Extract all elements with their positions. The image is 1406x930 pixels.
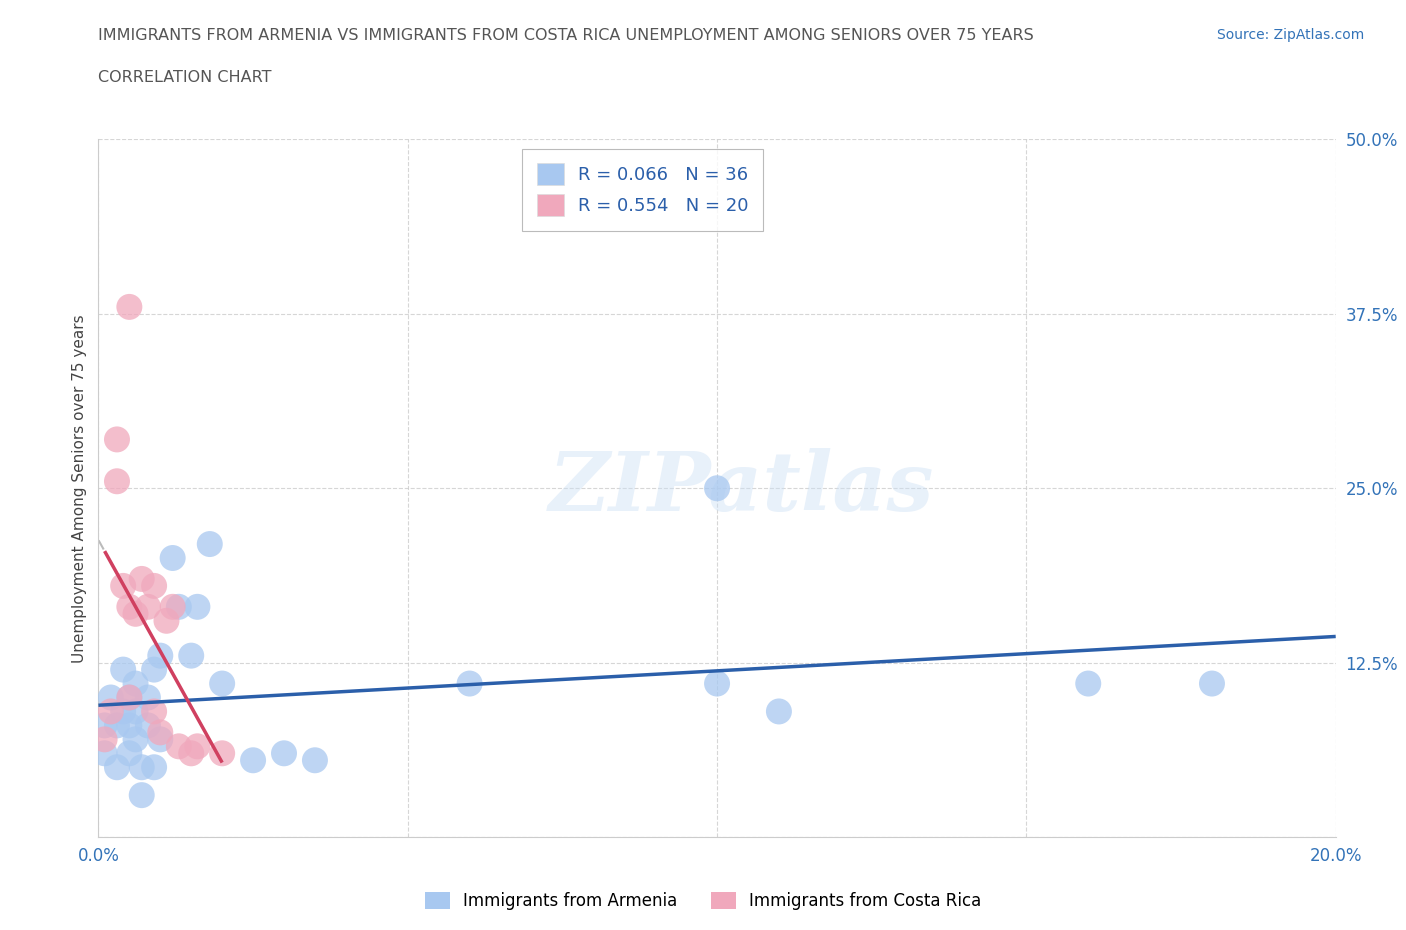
Point [131, 760, 153, 775]
Point [112, 662, 135, 677]
Point [105, 474, 128, 489]
Point [100, 704, 122, 719]
Point [180, 746, 202, 761]
Y-axis label: Unemployment Among Seniors over 75 years: Unemployment Among Seniors over 75 years [72, 314, 87, 662]
Point [458, 676, 481, 691]
Point [186, 738, 208, 753]
Point [706, 481, 728, 496]
Point [93, 732, 115, 747]
Point [105, 718, 128, 733]
Point [167, 738, 190, 753]
Point [100, 690, 122, 705]
Point [167, 600, 190, 615]
Point [304, 753, 326, 768]
Point [143, 760, 166, 775]
Point [136, 690, 159, 705]
Text: ZIPatlas: ZIPatlas [550, 448, 935, 528]
Text: IMMIGRANTS FROM ARMENIA VS IMMIGRANTS FROM COSTA RICA UNEMPLOYMENT AMONG SENIORS: IMMIGRANTS FROM ARMENIA VS IMMIGRANTS FR… [98, 28, 1035, 43]
Point [131, 571, 153, 587]
Text: Source: ZipAtlas.com: Source: ZipAtlas.com [1216, 28, 1364, 42]
Point [118, 299, 141, 314]
Point [198, 537, 221, 551]
Point [768, 704, 790, 719]
Point [242, 753, 264, 768]
Point [124, 606, 146, 621]
Point [118, 746, 141, 761]
Point [112, 704, 135, 719]
Point [143, 704, 166, 719]
Point [105, 432, 128, 447]
Legend: Immigrants from Armenia, Immigrants from Costa Rica: Immigrants from Armenia, Immigrants from… [418, 885, 988, 917]
Text: CORRELATION CHART: CORRELATION CHART [98, 70, 271, 85]
Point [124, 704, 146, 719]
Point [112, 578, 135, 593]
Point [124, 676, 146, 691]
Point [211, 746, 233, 761]
Point [143, 578, 166, 593]
Point [93, 718, 115, 733]
Point [93, 746, 115, 761]
Point [143, 662, 166, 677]
Point [118, 600, 141, 615]
Point [706, 676, 728, 691]
Point [180, 648, 202, 663]
Point [1201, 676, 1223, 691]
Point [162, 600, 184, 615]
Point [136, 718, 159, 733]
Point [118, 718, 141, 733]
Point [1077, 676, 1099, 691]
Point [118, 690, 141, 705]
Point [149, 732, 172, 747]
Point [155, 614, 177, 629]
Point [211, 676, 233, 691]
Point [273, 746, 295, 761]
Point [131, 788, 153, 803]
Point [118, 690, 141, 705]
Point [124, 732, 146, 747]
Point [149, 648, 172, 663]
Point [136, 600, 159, 615]
Legend: R = 0.066   N = 36, R = 0.554   N = 20: R = 0.066 N = 36, R = 0.554 N = 20 [523, 149, 763, 231]
Point [105, 760, 128, 775]
Point [186, 600, 208, 615]
Point [162, 551, 184, 565]
Point [149, 725, 172, 740]
